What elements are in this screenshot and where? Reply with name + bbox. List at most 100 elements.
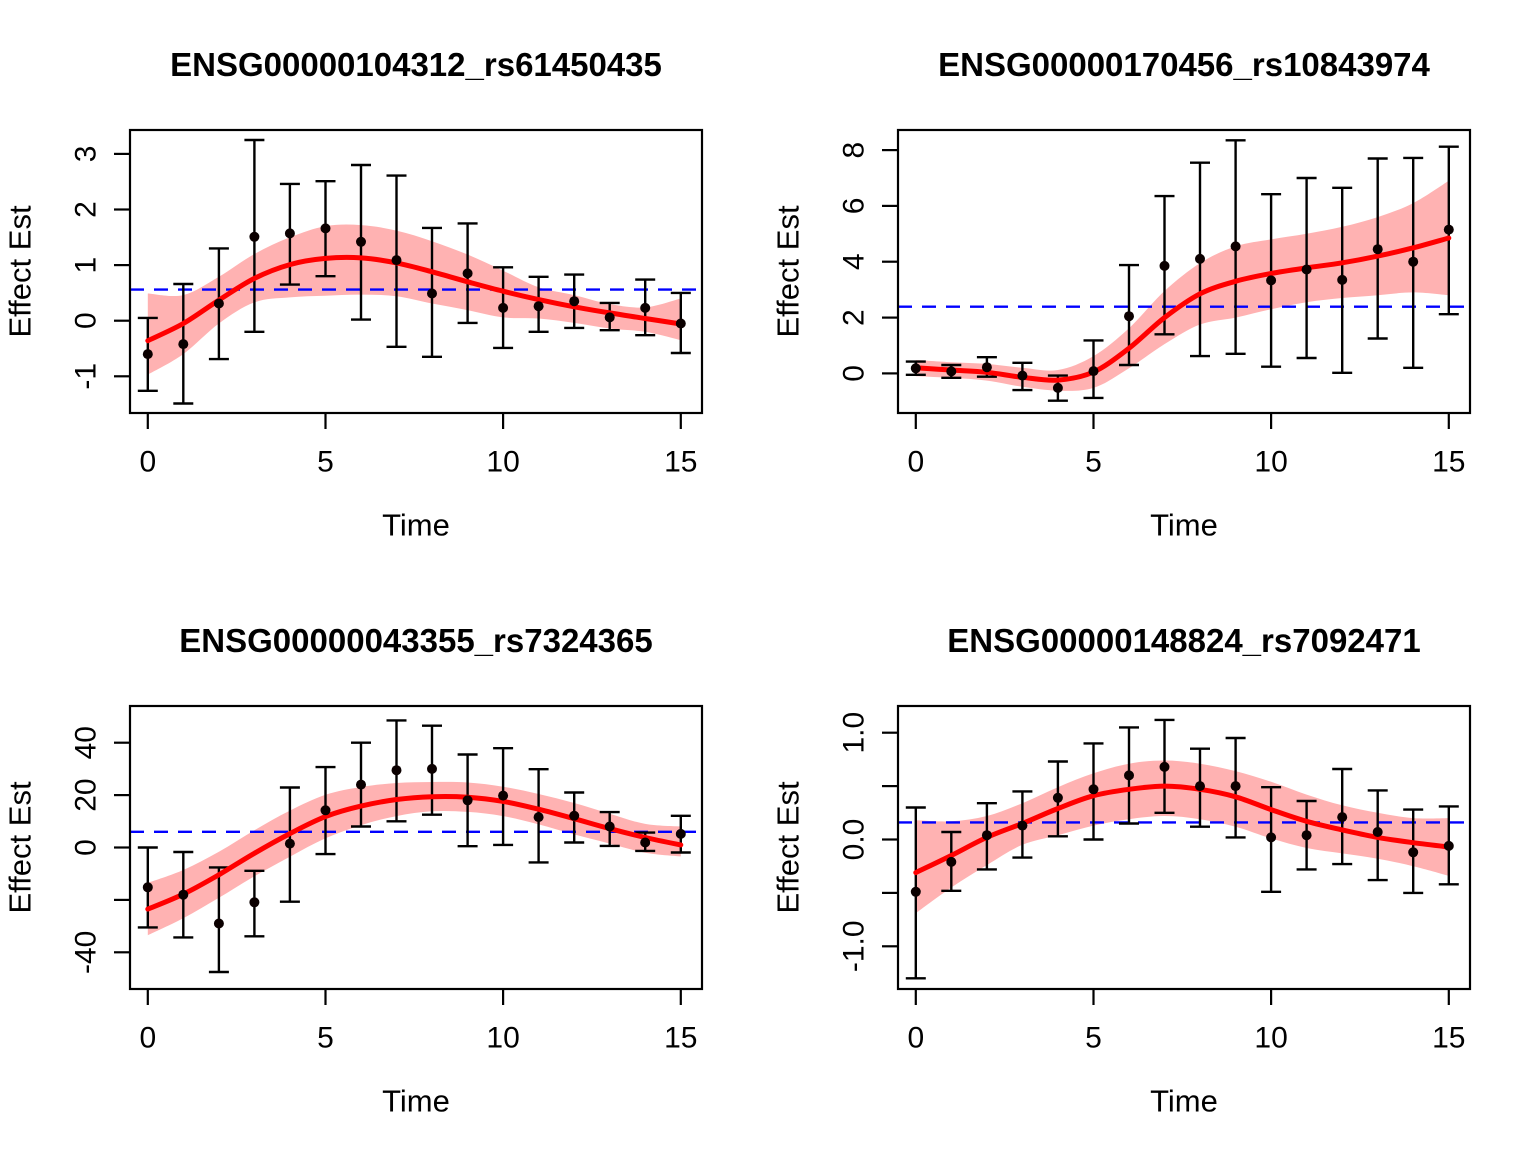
data-point (640, 837, 651, 848)
data-point (462, 795, 473, 806)
x-tick-label: 15 (1432, 446, 1465, 479)
y-axis-label: Effect Est (3, 781, 38, 913)
y-tick-label: 2 (838, 309, 871, 326)
data-point (1159, 761, 1170, 772)
data-point (284, 228, 295, 239)
y-tick-label: 20 (70, 778, 103, 811)
x-axis: 0 5 10 15 (139, 413, 697, 479)
data-points (142, 763, 686, 929)
data-point (910, 886, 921, 897)
data-point (569, 810, 580, 821)
data-point (640, 302, 651, 313)
x-tick-label: 15 (1432, 1022, 1465, 1055)
confidence-band (147, 224, 681, 375)
error-bars (137, 719, 691, 974)
x-tick-label: 10 (1254, 446, 1287, 479)
x-tick-label: 0 (907, 1022, 924, 1055)
y-tick-label: 0 (70, 312, 103, 329)
y-axis: -1.0 0.0 1.0 (838, 712, 898, 972)
data-point (178, 889, 189, 900)
data-point (1408, 256, 1419, 267)
x-tick-label: 5 (317, 446, 334, 479)
data-point (213, 918, 224, 929)
x-tick-label: 10 (486, 1022, 519, 1055)
data-point (1266, 275, 1277, 286)
y-tick-label: 3 (70, 146, 103, 163)
data-points (142, 223, 686, 360)
y-tick-label: 0 (70, 839, 103, 856)
data-point (604, 821, 615, 832)
smooth-curve (145, 254, 684, 344)
y-tick-label: 8 (838, 142, 871, 159)
panel-top-left: ENSG00000104312_rs61450435 0 5 10 15 -1 0 1 2 3 T… (0, 0, 768, 576)
confidence-band (147, 781, 681, 936)
y-axis: -40 0 20 40 (70, 726, 130, 974)
x-axis-label: Time (382, 508, 450, 543)
data-point (1195, 253, 1205, 264)
data-point (178, 339, 189, 350)
plot-box (896, 128, 1472, 415)
data-point (675, 828, 686, 839)
data-points (910, 761, 1454, 897)
data-point (1124, 311, 1134, 322)
plot-box (896, 704, 1472, 991)
data-point (462, 268, 473, 279)
y-tick-label: 2 (70, 201, 103, 218)
plot-bottom-left: 0 5 10 15 -40 0 20 40 Time Effect Est (3, 704, 704, 1119)
data-point (391, 765, 402, 776)
x-tick-label: 15 (664, 446, 697, 479)
data-point (981, 362, 992, 373)
y-tick-label: 1.0 (838, 712, 871, 754)
smooth-curve (913, 783, 1452, 876)
data-point (320, 223, 331, 234)
x-tick-label: 5 (1085, 1022, 1102, 1055)
data-point (1337, 812, 1348, 823)
data-point (391, 255, 402, 266)
y-axis-label: Effect Est (771, 781, 806, 913)
x-axis-label: Time (382, 1084, 450, 1119)
data-point (1017, 370, 1028, 381)
plot-top-left: 0 5 10 15 -1 0 1 2 3 Time Effect Est (3, 128, 704, 543)
data-point (946, 366, 957, 377)
data-point (1230, 781, 1241, 792)
data-point (533, 812, 544, 823)
panel-title: ENSG00000148824_rs7092471 (947, 622, 1421, 659)
y-tick-label: 6 (838, 198, 871, 215)
x-tick-label: 0 (139, 446, 156, 479)
x-axis: 0 5 10 15 (139, 989, 697, 1055)
data-point (1017, 820, 1028, 831)
panel-title: ENSG00000104312_rs61450435 (170, 46, 662, 83)
confidence-band (915, 760, 1449, 914)
y-tick-label: 0 (838, 365, 871, 382)
data-point (284, 838, 295, 849)
panel-bottom-right: ENSG00000148824_rs7092471 0 5 10 15 -1.0 0.0 1… (768, 576, 1536, 1152)
data-point (1088, 784, 1099, 795)
data-point (356, 779, 366, 790)
y-tick-label: 40 (70, 726, 103, 759)
data-point (320, 805, 331, 816)
data-point (1124, 770, 1134, 781)
x-tick-label: 10 (1254, 1022, 1287, 1055)
data-point (1408, 847, 1419, 858)
data-point (1301, 830, 1312, 841)
data-point (981, 830, 992, 841)
data-point (249, 897, 260, 908)
data-point (1443, 840, 1454, 851)
data-point (1052, 382, 1063, 393)
data-point (249, 231, 260, 242)
data-point (498, 302, 509, 313)
data-point (604, 312, 615, 323)
confidence-band (915, 180, 1449, 391)
plot-box (128, 128, 704, 415)
data-point (1301, 264, 1312, 275)
data-point (427, 288, 437, 299)
y-axis: 0 2 4 6 8 (838, 142, 898, 382)
data-point (1230, 241, 1241, 252)
smooth-curve (145, 793, 684, 912)
x-axis: 0 5 10 15 (907, 413, 1465, 479)
data-point (675, 318, 686, 329)
x-axis-label: Time (1150, 508, 1218, 543)
data-point (1372, 244, 1383, 255)
plot-box (128, 704, 704, 991)
